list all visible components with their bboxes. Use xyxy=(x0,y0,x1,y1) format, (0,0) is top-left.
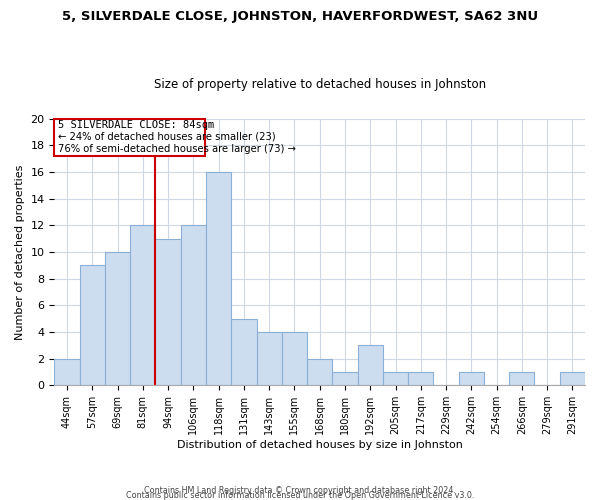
Title: Size of property relative to detached houses in Johnston: Size of property relative to detached ho… xyxy=(154,78,486,91)
Bar xyxy=(509,372,535,386)
Text: Contains public sector information licensed under the Open Government Licence v3: Contains public sector information licen… xyxy=(126,491,474,500)
FancyBboxPatch shape xyxy=(55,118,205,156)
Bar xyxy=(358,346,383,386)
Text: ← 24% of detached houses are smaller (23): ← 24% of detached houses are smaller (23… xyxy=(58,132,276,142)
Bar xyxy=(257,332,282,386)
Bar xyxy=(130,226,155,386)
Bar xyxy=(206,172,231,386)
Text: 5, SILVERDALE CLOSE, JOHNSTON, HAVERFORDWEST, SA62 3NU: 5, SILVERDALE CLOSE, JOHNSTON, HAVERFORD… xyxy=(62,10,538,23)
Y-axis label: Number of detached properties: Number of detached properties xyxy=(15,164,25,340)
Bar xyxy=(383,372,408,386)
Bar xyxy=(458,372,484,386)
Bar xyxy=(181,226,206,386)
Bar xyxy=(560,372,585,386)
Bar xyxy=(282,332,307,386)
Text: 5 SILVERDALE CLOSE: 84sqm: 5 SILVERDALE CLOSE: 84sqm xyxy=(58,120,214,130)
Bar xyxy=(80,266,105,386)
Bar xyxy=(55,358,80,386)
Bar xyxy=(332,372,358,386)
Bar xyxy=(307,358,332,386)
Bar xyxy=(155,238,181,386)
Bar xyxy=(408,372,433,386)
Text: 76% of semi-detached houses are larger (73) →: 76% of semi-detached houses are larger (… xyxy=(58,144,296,154)
X-axis label: Distribution of detached houses by size in Johnston: Distribution of detached houses by size … xyxy=(177,440,463,450)
Bar xyxy=(105,252,130,386)
Text: Contains HM Land Registry data © Crown copyright and database right 2024.: Contains HM Land Registry data © Crown c… xyxy=(144,486,456,495)
Bar xyxy=(231,318,257,386)
